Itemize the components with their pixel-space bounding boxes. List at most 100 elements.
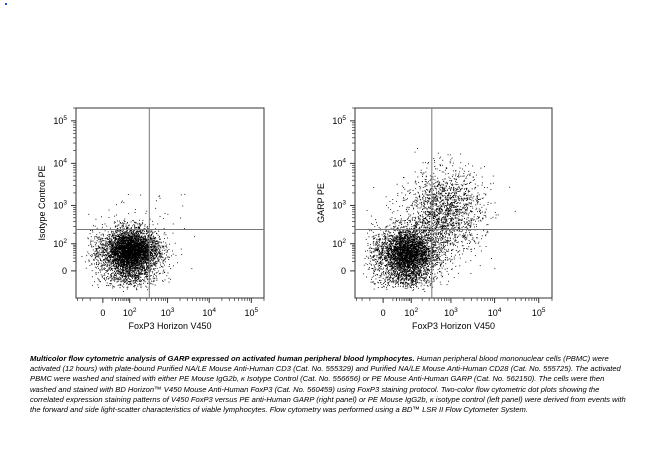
- data-point: [140, 237, 142, 239]
- data-point: [157, 270, 159, 272]
- data-point: [126, 283, 128, 285]
- data-point: [123, 253, 124, 255]
- data-point: [143, 245, 145, 246]
- data-point: [128, 258, 130, 259]
- data-point: [130, 266, 132, 268]
- data-point: [125, 239, 127, 240]
- data-point: [141, 273, 143, 275]
- data-point: [138, 256, 140, 258]
- data-point: [145, 246, 147, 248]
- data-point: [101, 256, 103, 258]
- data-point: [137, 233, 139, 235]
- data-point: [135, 245, 137, 247]
- data-point: [114, 256, 116, 258]
- data-point: [158, 258, 160, 260]
- data-point: [104, 267, 105, 269]
- data-point: [140, 253, 142, 255]
- data-point: [125, 268, 127, 270]
- data-point: [138, 259, 140, 261]
- data-point: [136, 288, 137, 290]
- data-point: [151, 244, 153, 246]
- data-point: [144, 255, 145, 257]
- data-point: [130, 270, 132, 272]
- data-point: [122, 248, 124, 250]
- data-point: [108, 244, 110, 246]
- data-point: [163, 241, 164, 243]
- data-point: [144, 267, 145, 269]
- data-point: [130, 258, 131, 260]
- data-point: [136, 250, 137, 251]
- data-point: [155, 272, 157, 274]
- data-point: [122, 265, 124, 267]
- data-point: [120, 237, 122, 239]
- data-point: [141, 243, 143, 245]
- data-point: [99, 269, 100, 271]
- data-point: [164, 232, 166, 234]
- data-point: [98, 254, 99, 256]
- data-point: [92, 240, 94, 242]
- data-point: [108, 235, 110, 237]
- data-point: [145, 256, 146, 258]
- data-point: [163, 269, 165, 271]
- data-point: [141, 257, 143, 259]
- data-point: [125, 273, 126, 275]
- data-point: [115, 232, 117, 234]
- data-point: [127, 249, 128, 251]
- data-point: [132, 254, 134, 255]
- data-point: [157, 260, 159, 262]
- data-point: [140, 252, 142, 253]
- data-point: [154, 258, 156, 259]
- data-point: [158, 245, 159, 247]
- data-point: [129, 239, 131, 240]
- data-point: [128, 234, 130, 236]
- data-point: [119, 276, 121, 278]
- data-point: [134, 259, 136, 261]
- data-point: [116, 271, 118, 273]
- data-point: [132, 261, 134, 263]
- data-point: [150, 267, 152, 269]
- data-point: [131, 262, 133, 263]
- data-point: [121, 265, 122, 266]
- data-point: [111, 240, 113, 242]
- data-point: [137, 277, 139, 279]
- data-point: [144, 235, 146, 237]
- data-point: [120, 260, 122, 262]
- data-point: [122, 240, 124, 241]
- data-point: [133, 238, 135, 240]
- data-point: [156, 249, 157, 250]
- data-point: [88, 213, 90, 215]
- data-point: [113, 259, 115, 261]
- data-point: [163, 249, 165, 251]
- data-point: [116, 242, 118, 244]
- data-point: [126, 244, 128, 246]
- data-point: [154, 248, 156, 250]
- data-point: [129, 235, 131, 237]
- data-point: [148, 239, 150, 240]
- data-point: [119, 257, 121, 258]
- data-point: [110, 266, 112, 268]
- data-point: [156, 241, 158, 242]
- data-point: [152, 232, 154, 234]
- data-point: [129, 246, 130, 248]
- data-point: [100, 241, 102, 243]
- data-point: [156, 243, 158, 245]
- data-point: [147, 245, 149, 246]
- data-point: [132, 281, 134, 283]
- data-point: [153, 245, 155, 246]
- data-point: [121, 270, 123, 272]
- data-point: [132, 271, 134, 273]
- data-point: [151, 246, 153, 248]
- data-point: [119, 271, 120, 272]
- data-point: [99, 246, 101, 248]
- data-point: [143, 238, 145, 239]
- data-point: [116, 225, 118, 227]
- data-point: [106, 248, 108, 250]
- data-point: [138, 269, 140, 270]
- data-point: [135, 254, 137, 256]
- data-point: [146, 265, 148, 267]
- data-point: [154, 239, 156, 241]
- data-point: [143, 262, 144, 264]
- data-point: [145, 243, 147, 245]
- data-point: [90, 241, 92, 242]
- data-point: [156, 233, 158, 235]
